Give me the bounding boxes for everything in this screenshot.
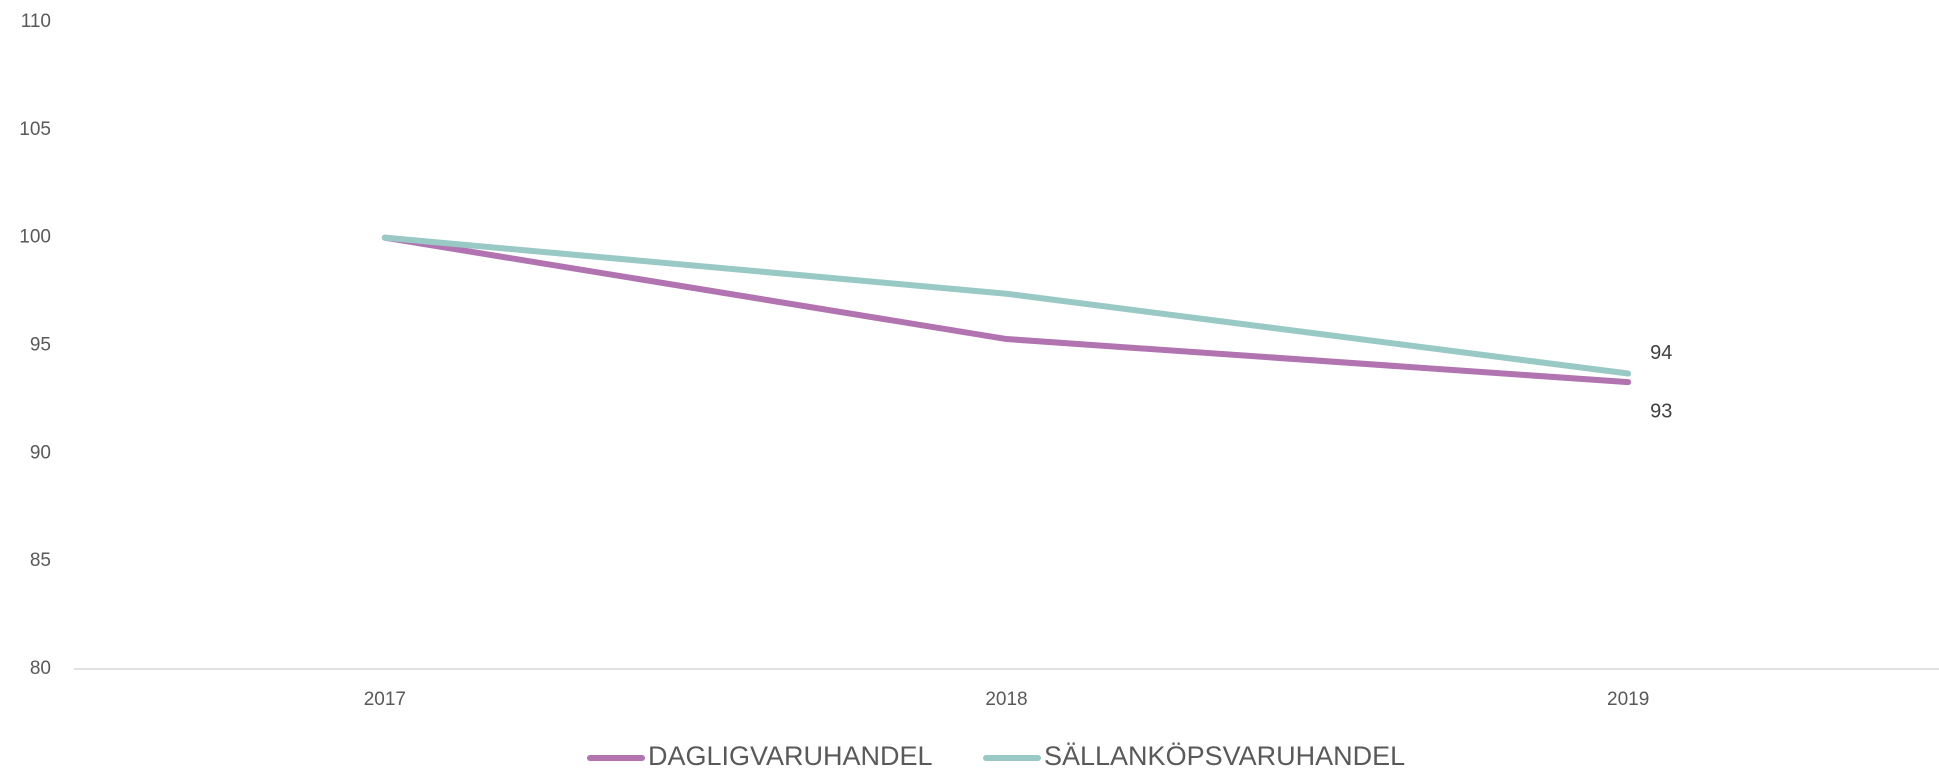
y-tick-label: 80 xyxy=(30,658,51,679)
y-tick-label: 90 xyxy=(30,442,51,463)
legend-label: DAGLIGVARUHANDEL xyxy=(648,741,933,771)
y-tick-label: 95 xyxy=(30,335,51,356)
y-tick-label: 105 xyxy=(19,119,51,140)
y-tick-label: 85 xyxy=(30,550,51,571)
x-tick-label: 2018 xyxy=(985,689,1027,710)
legend-label: SÄLLANKÖPSVARUHANDEL xyxy=(1044,741,1405,771)
data-label: 94 xyxy=(1650,342,1672,364)
x-tick-label: 2019 xyxy=(1607,689,1649,710)
x-tick-label: 2017 xyxy=(364,689,406,710)
y-tick-label: 100 xyxy=(19,227,51,248)
y-tick-label: 110 xyxy=(21,11,51,32)
series-line xyxy=(381,234,1632,386)
data-label: 93 xyxy=(1650,400,1672,422)
series-line xyxy=(381,234,1632,377)
